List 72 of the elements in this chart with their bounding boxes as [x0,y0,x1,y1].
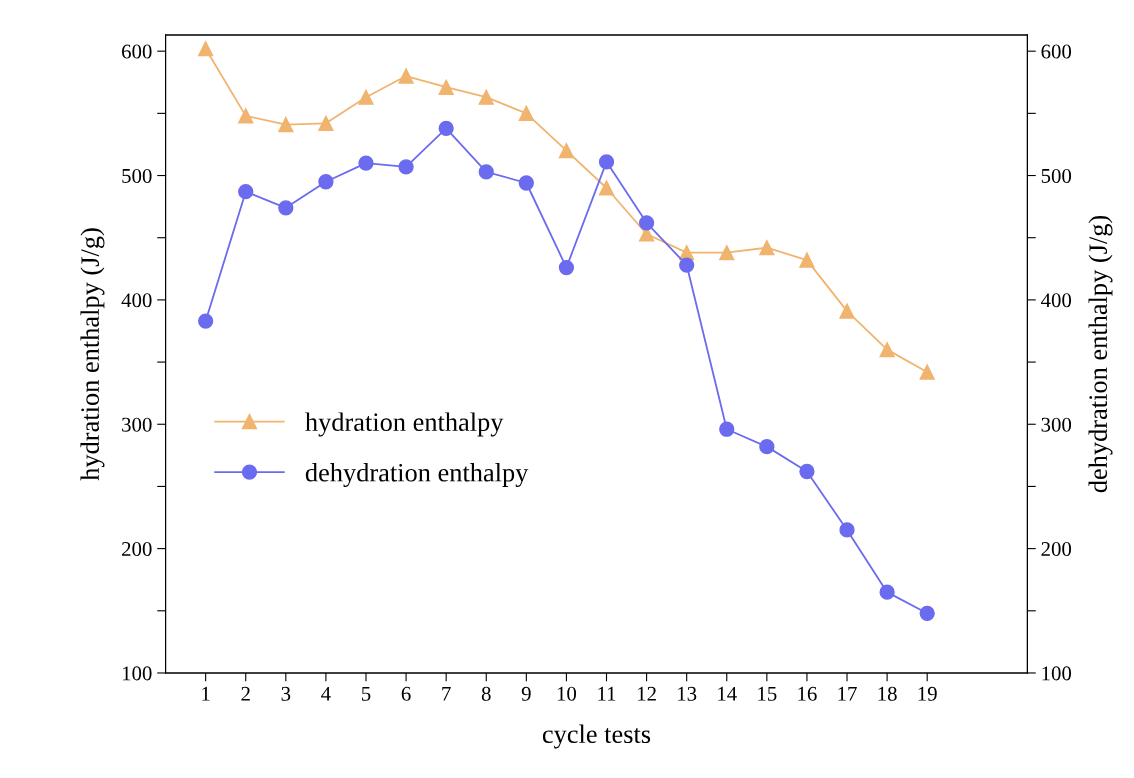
y2-tick-label: 600 [1041,44,1072,59]
x-tick-label: 8 [481,686,491,701]
point [879,584,895,600]
y-tick-label: 200 [122,541,152,557]
y2-tick-label: 100 [1042,666,1072,681]
x-tick-label: 17 [838,686,857,701]
x-tick-label: 14 [718,686,737,701]
point [398,159,414,175]
y2-tick-label: 500 [1041,168,1072,183]
y2-tick-label: 200 [1041,541,1072,557]
point [518,175,534,191]
point [799,463,815,480]
point [759,240,775,256]
x-tick-label: 15 [758,686,777,701]
point [799,252,815,268]
point [438,79,454,95]
point [638,215,655,231]
y-tick-label: 400 [121,293,152,308]
point [358,155,374,171]
point [558,259,575,276]
point [759,438,775,455]
point [839,303,855,319]
point [719,421,735,437]
y2-axis-title: dehydration enthalpy (J/g) [1088,215,1113,493]
point [318,174,334,190]
point [398,68,414,84]
x-axis-title: cycle tests [542,724,651,749]
point [278,116,294,133]
x-tick-label: 2 [241,686,250,701]
y2-tick-label: 400 [1041,293,1072,308]
x-tick-label: 13 [678,686,697,701]
point [839,522,855,538]
y-tick-label: 300 [122,417,152,432]
x-tick-label: 5 [361,686,371,701]
x-tick-label: 4 [321,686,331,701]
x-tick-label: 18 [878,686,897,701]
legend-label: dehydration enthalpy [305,463,529,488]
x-tick-label: 11 [598,686,616,701]
point [919,364,935,380]
x-tick-label: 3 [281,686,291,701]
x-tick-label: 16 [798,686,817,701]
x-tick-label: 9 [521,686,531,701]
y-tick-label: 500 [122,168,152,183]
x-tick-label: 10 [557,686,577,701]
point [478,89,494,105]
x-tick-label: 19 [918,686,937,701]
point [278,200,294,216]
point [198,41,214,57]
point [238,184,254,200]
x-tick-label: 6 [401,686,411,701]
y-axis-title: hydration enthalpy (J/g) [80,228,105,481]
x-tick-label: 12 [638,686,656,701]
point [438,120,454,136]
y2-tick-label: 300 [1041,417,1072,432]
y-tick-label: 100 [122,666,152,681]
legend-label: hydration enthalpy [305,412,504,437]
point [719,244,735,261]
y-tick-label: 600 [122,44,152,59]
point [238,108,254,124]
point [679,257,695,273]
point [558,143,575,159]
point [358,89,374,105]
x-tick-label: 1 [202,686,210,701]
point [518,105,534,121]
x-tick-label: 7 [442,686,451,701]
point [919,605,935,621]
point [478,164,494,180]
point [598,180,615,196]
point [598,154,615,170]
point [198,313,214,329]
point [318,115,334,131]
point [879,341,895,358]
